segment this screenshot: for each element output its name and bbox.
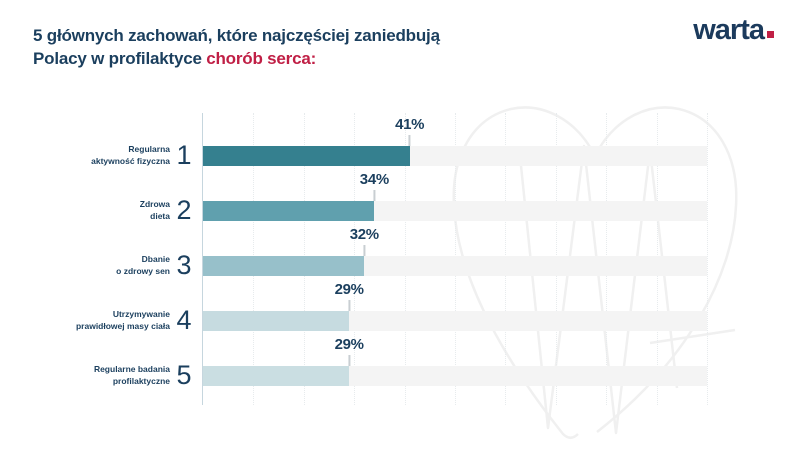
bar-fill [203,146,410,166]
bar-fill [203,311,350,331]
bar-row: Dbanie o zdrowy sen 3 32% [0,226,800,278]
logo-text: warta [693,14,765,46]
bar-track: 29% [203,336,707,386]
value-label: 32% [349,226,379,243]
bar-track: 34% [203,171,707,221]
value-tick-icon [348,300,351,311]
value-tick-icon [373,190,376,201]
title-line-2: Polacy w profilaktyce chorób serca: [33,49,317,69]
bar-row: Regularne badania profilaktyczne 5 29% [0,336,800,388]
category-label: Zdrowa dieta [139,199,170,221]
bar-fill [203,201,375,221]
bar-fill [203,366,350,386]
value-label: 29% [334,336,364,353]
value-marker: 29% [335,336,364,366]
category-label: Regularne badania profilaktyczne [93,364,170,386]
rank-number: 4 [176,304,192,335]
y-axis-line [202,113,203,405]
bar-track: 41% [203,116,707,166]
rank-number: 5 [176,359,192,390]
bar-row: Regularna aktywność fizyczna 1 41% [0,116,800,168]
value-marker: 34% [360,171,389,201]
category-label: Regularna aktywność fizyczna [91,144,170,166]
bar-row: Zdrowa dieta 2 34% [0,171,800,223]
rank-number: 2 [176,194,192,225]
category-label: Dbanie o zdrowy sen [116,254,170,276]
value-label: 34% [359,171,389,188]
title-line-1: 5 głównych zachowań, które najczęściej z… [33,26,440,45]
value-marker: 41% [395,116,424,146]
value-tick-icon [363,245,366,256]
rank-number: 3 [176,249,192,280]
value-marker: 32% [350,226,379,256]
bar-row: Utrzymywanie prawidłowej masy ciała 4 29% [0,281,800,333]
value-label: 29% [334,281,364,298]
bar-track: 32% [203,226,707,276]
page-title: 5 głównych zachowań, które najczęściej z… [33,24,440,71]
value-tick-icon [348,355,351,366]
value-tick-icon [408,135,411,146]
logo-dot-icon [767,31,774,38]
title-highlight: chorób serca: [206,49,317,69]
category-label: Utrzymywanie prawidłowej masy ciała [75,309,170,331]
gridline [707,113,708,405]
warta-logo: warta [693,16,774,45]
value-marker: 29% [335,281,364,311]
bar-fill [203,256,365,276]
value-label: 41% [395,116,425,133]
rank-number: 1 [176,139,192,170]
bar-track: 29% [203,281,707,331]
